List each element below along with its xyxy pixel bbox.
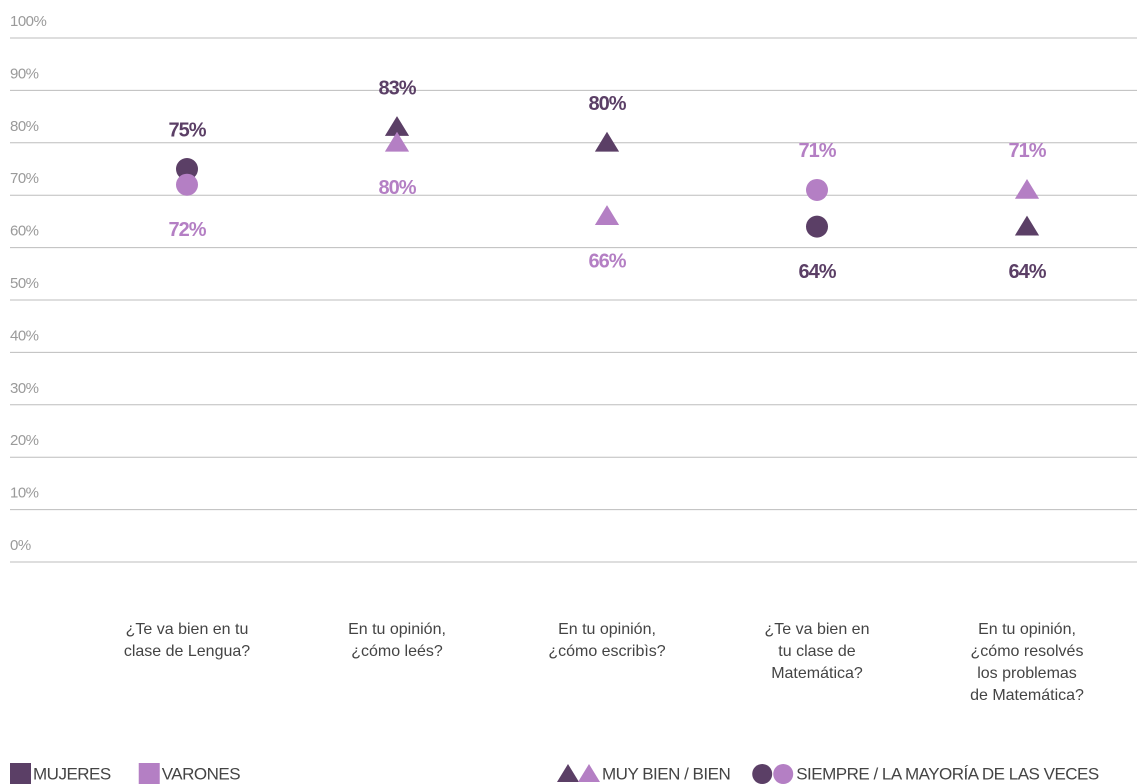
marker	[594, 131, 620, 152]
x-tick-label: En tu opinión, ¿cómo resolvés los problema…	[970, 621, 1084, 704]
value-label: 66%	[588, 250, 626, 272]
marker	[384, 116, 410, 136]
x-tick-label: ¿Te va bien en tu clase de Matemática?	[765, 621, 870, 682]
value-label: 80%	[378, 177, 416, 199]
legend-swatch	[10, 763, 31, 784]
marker	[557, 764, 579, 782]
value-label: 71%	[1008, 140, 1046, 162]
value-label: 83%	[378, 77, 416, 99]
y-tick-label: 50%	[10, 275, 39, 292]
marker	[1014, 215, 1040, 236]
legend-swatch	[138, 763, 160, 784]
y-tick-label: 60%	[10, 223, 39, 240]
legend-label: MUY BIEN / BIEN	[602, 764, 730, 783]
marker	[1014, 178, 1040, 199]
value-label: 80%	[588, 93, 626, 115]
marker	[806, 215, 828, 238]
marker	[752, 764, 773, 784]
value-label: 71%	[798, 140, 836, 162]
y-tick-label: 70%	[10, 170, 39, 187]
marker	[176, 158, 198, 180]
legend-label: MUJERES	[33, 764, 111, 783]
value-label: 72%	[168, 219, 206, 241]
y-tick-label: 90%	[10, 65, 39, 82]
y-tick-label: 80%	[10, 118, 39, 135]
marker	[594, 205, 620, 225]
value-label: 64%	[798, 261, 836, 283]
value-label: 75%	[168, 119, 206, 141]
marker	[773, 764, 794, 784]
marker	[806, 178, 828, 201]
y-tick-label: 40%	[10, 327, 39, 344]
value-label: 64%	[1008, 261, 1046, 283]
x-tick-label: En tu opinión, ¿cómo leés?	[348, 621, 446, 660]
y-tick-label: 20%	[10, 432, 39, 449]
marker	[176, 173, 198, 196]
y-tick-label: 0%	[10, 537, 31, 554]
y-tick-label: 100%	[10, 13, 47, 30]
y-tick-label: 30%	[10, 380, 39, 397]
marker	[384, 131, 410, 152]
x-tick-label: ¿Te va bien en tu clase de Lengua?	[124, 621, 250, 660]
marker	[578, 764, 600, 782]
x-tick-label: En tu opinión, ¿cómo escribìs?	[548, 621, 665, 660]
y-tick-label: 10%	[10, 485, 39, 502]
legend-label: SIEMPRE / LA MAYORÍA DE LAS VECES	[796, 764, 1099, 783]
legend-label: VARONES	[162, 764, 241, 783]
